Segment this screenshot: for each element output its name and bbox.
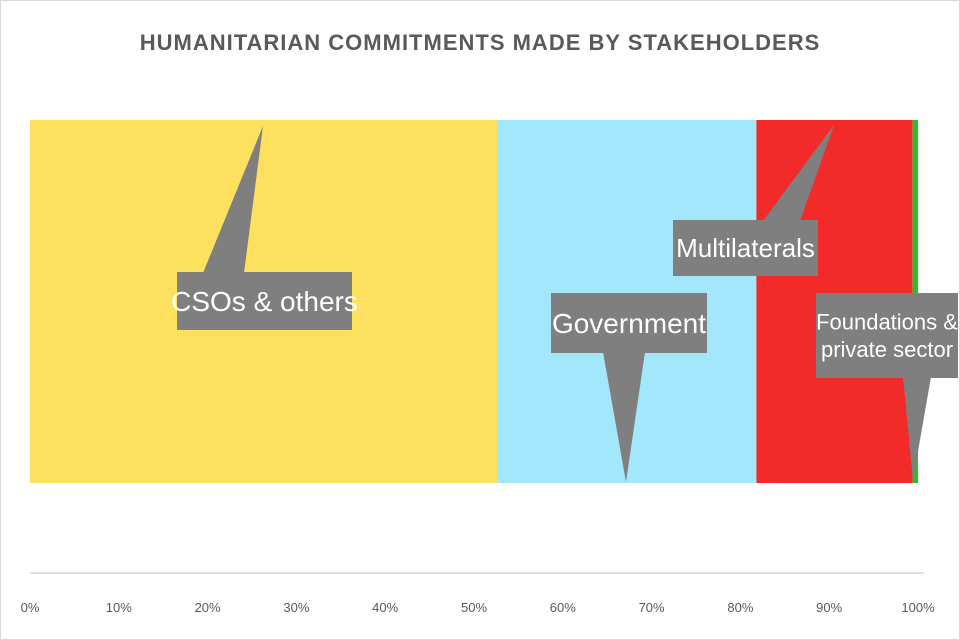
callout-label-foundations-and-private-sector: Foundations &	[816, 309, 958, 334]
callout-label-government: Government	[552, 308, 706, 339]
callout-pointer-government	[603, 352, 645, 482]
callout-label-csos-and-others: CSOs & others	[171, 286, 358, 317]
x-tick-label: 50%	[461, 600, 487, 615]
x-tick-label: 10%	[106, 600, 132, 615]
x-tick-label: 70%	[639, 600, 665, 615]
x-tick-label: 60%	[550, 600, 576, 615]
callout-box-multilaterals	[673, 220, 818, 276]
callout-pointer-multilaterals	[763, 125, 834, 221]
callout-label-foundations-and-private-sector: private sector	[821, 337, 953, 362]
callout-pointer-foundations-and-private-sector	[903, 377, 931, 480]
x-tick-label: 30%	[283, 600, 309, 615]
callout-pointer-csos-and-others	[203, 126, 263, 273]
chart-title: HUMANITARIAN COMMITMENTS MADE BY STAKEHO…	[139, 30, 821, 55]
x-tick-label: 80%	[727, 600, 753, 615]
x-tick-label: 90%	[816, 600, 842, 615]
callout-box-foundations-and-private-sector	[816, 293, 958, 378]
x-tick-label: 40%	[372, 600, 398, 615]
bar-segments	[30, 120, 918, 483]
data-callouts: CSOs & others Government Multilaterals Foun…	[171, 125, 958, 482]
x-tick-label: 0%	[21, 600, 40, 615]
x-axis-ticks: 0% 10% 20% 30% 40% 50% 60% 70% 80% 90% 100%	[21, 600, 935, 615]
callout-label-multilaterals: Multilaterals	[676, 233, 815, 263]
x-tick-label: 100%	[901, 600, 935, 615]
callout-box-government	[551, 293, 707, 353]
x-tick-label: 20%	[195, 600, 221, 615]
callout-box-csos-and-others	[177, 272, 352, 330]
